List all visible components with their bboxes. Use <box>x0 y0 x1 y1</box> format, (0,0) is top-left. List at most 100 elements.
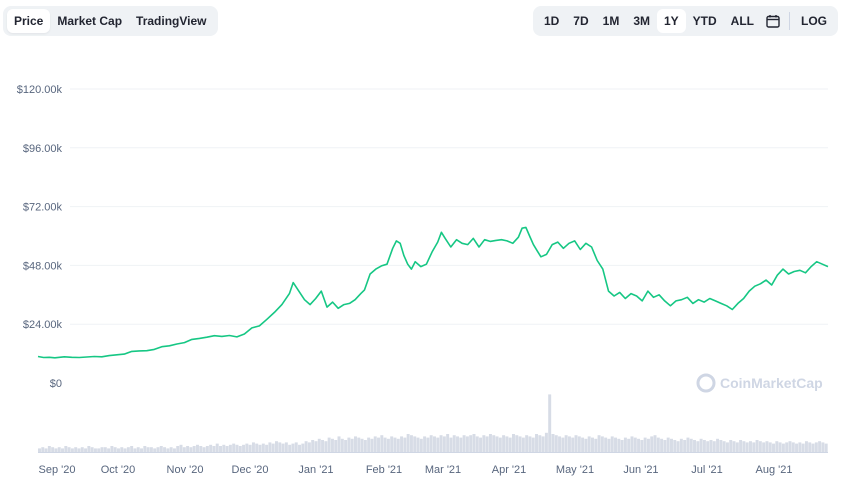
volume-bar <box>153 448 157 452</box>
volume-bar <box>627 438 631 452</box>
volume-bar <box>814 442 818 452</box>
volume-bar <box>574 435 578 452</box>
x-tick-label: Mar '21 <box>425 464 461 476</box>
volume-bar <box>426 437 430 452</box>
log-scale-toggle[interactable]: LOG <box>801 14 827 28</box>
volume-bar <box>518 436 522 452</box>
coinmarketcap-logo <box>696 373 716 393</box>
volume-bar <box>281 443 285 452</box>
volume-bar <box>189 447 193 452</box>
volume-bar <box>202 447 206 452</box>
volume-bar <box>788 441 792 452</box>
volume-bar <box>650 436 654 452</box>
volume-bar <box>182 447 186 452</box>
volume-bar <box>186 446 190 452</box>
volume-bar <box>465 436 469 452</box>
volume-bar <box>373 436 377 452</box>
range-ytd[interactable]: YTD <box>692 14 717 28</box>
volume-bar <box>824 443 828 452</box>
volume-bar <box>702 440 706 452</box>
volume-bar <box>87 446 91 452</box>
volume-bar <box>169 447 173 452</box>
volume-bar <box>561 437 565 452</box>
x-tick-label: Jan '21 <box>298 464 333 476</box>
volume-bar <box>640 440 644 452</box>
volume-bar <box>156 447 160 452</box>
volume-bar <box>232 443 236 452</box>
x-tick-label: Oct '20 <box>101 464 136 476</box>
volume-bar <box>278 442 282 452</box>
range-1d[interactable]: 1D <box>543 14 560 28</box>
volume-bar <box>544 432 548 452</box>
volume-bar <box>808 442 812 452</box>
volume-bar <box>620 440 624 452</box>
price-line <box>37 226 829 359</box>
tab-tradingview[interactable]: TradingView <box>136 14 207 28</box>
volume-bar <box>597 435 601 452</box>
volume-bar <box>74 447 78 452</box>
range-7d[interactable]: 7D <box>573 14 589 28</box>
range-divider <box>789 12 790 30</box>
watermark-text: CoinMarketCap <box>720 375 823 391</box>
volume-bar <box>765 441 769 452</box>
volume-bar <box>762 442 766 452</box>
volume-bar <box>607 438 611 452</box>
range-1m[interactable]: 1M <box>602 14 620 28</box>
volume-bar <box>739 440 743 452</box>
volume-bar <box>284 442 288 452</box>
volume-bar <box>656 437 660 452</box>
volume-bar <box>403 437 407 452</box>
volume-bar <box>495 436 499 452</box>
volume-bar <box>772 443 776 452</box>
volume-bar <box>472 434 476 452</box>
volume-bar <box>357 437 361 452</box>
volume-bar <box>205 446 209 452</box>
volume-bar <box>334 440 338 452</box>
volume-bar <box>633 437 637 452</box>
volume-bar <box>798 442 802 452</box>
volume-bar <box>57 447 61 452</box>
volume-bar <box>337 436 341 452</box>
tab-price[interactable]: Price <box>7 9 51 33</box>
volume-bar <box>475 436 479 452</box>
volume-bar <box>321 440 325 452</box>
volume-bar <box>314 441 318 452</box>
volume-bar <box>693 440 697 452</box>
volume-bar <box>51 447 55 452</box>
volume-bar <box>166 448 170 452</box>
volume-bar <box>90 447 94 452</box>
volume-bar <box>212 446 216 452</box>
volume-bar <box>479 437 483 452</box>
volume-bar <box>258 444 262 452</box>
volume-bar <box>311 440 315 452</box>
volume-bar <box>492 435 496 452</box>
volume-bar <box>521 437 525 452</box>
volume-bar <box>77 448 81 452</box>
volume-bar <box>791 442 795 452</box>
volume-bar <box>683 440 687 452</box>
volume-bar <box>143 446 147 452</box>
volume-bar <box>541 436 545 452</box>
volume-bar <box>93 448 97 452</box>
volume-bar <box>350 438 354 452</box>
volume-bar <box>54 448 58 452</box>
volume-bar <box>653 435 657 452</box>
volume-bar <box>255 443 259 452</box>
volume-bar <box>38 448 41 452</box>
calendar-icon[interactable] <box>761 9 785 33</box>
volume-bar <box>446 434 450 452</box>
range-1y[interactable]: 1Y <box>656 9 686 33</box>
volume-bar <box>84 448 88 452</box>
volume-bar <box>449 437 453 452</box>
y-tick-label: $72.00k <box>23 202 63 214</box>
range-all[interactable]: ALL <box>730 14 754 28</box>
volume-bar <box>551 434 555 452</box>
y-tick-label: $96.00k <box>23 143 63 155</box>
volume-bar <box>261 443 265 452</box>
volume-bar <box>778 442 782 452</box>
range-3m[interactable]: 3M <box>633 14 650 28</box>
volume-bar <box>587 436 591 452</box>
volume-bar <box>795 443 799 452</box>
tab-market-cap[interactable]: Market Cap <box>57 14 123 28</box>
volume-bar <box>107 448 111 452</box>
